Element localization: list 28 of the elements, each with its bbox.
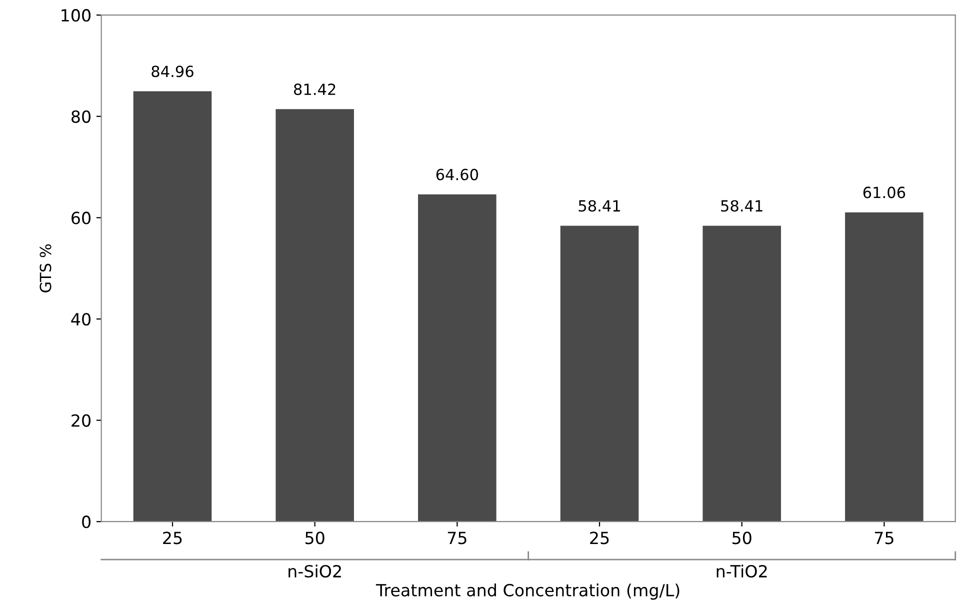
bar (133, 91, 212, 522)
bar (845, 212, 924, 522)
data-label: 81.42 (294, 84, 336, 96)
x-tick-label: 50 (306, 532, 324, 544)
y-tick-label: 20 (72, 414, 90, 427)
y-tick-label: 0 (82, 516, 90, 528)
data-label: 64.60 (436, 168, 478, 180)
y-tick-label: 60 (72, 212, 90, 224)
data-label: 61.06 (863, 186, 906, 198)
bar (560, 226, 639, 522)
x-tick-label: 25 (590, 532, 609, 544)
text: n-TiO2 (716, 564, 767, 578)
data-label: 58.41 (721, 200, 762, 212)
x-tick-label: 75 (874, 532, 894, 544)
bar (276, 109, 354, 522)
y-tick-label: 40 (71, 312, 90, 326)
y-axis-title: GTS % (40, 244, 52, 292)
x-axis-title: Treatment and Concentration (mg/L) (376, 584, 680, 600)
data-label: 84.96 (152, 66, 194, 78)
x-tick-label: 25 (163, 532, 182, 544)
bar (702, 226, 781, 522)
x-tick-label: 75 (448, 532, 466, 544)
bar (418, 194, 496, 522)
y-tick-label: 80 (72, 110, 90, 123)
text: n-SiO2 (288, 564, 341, 578)
y-tick-label: 100 (62, 9, 90, 22)
x-tick-label: 50 (732, 532, 752, 544)
data-label: 58.41 (578, 200, 620, 212)
